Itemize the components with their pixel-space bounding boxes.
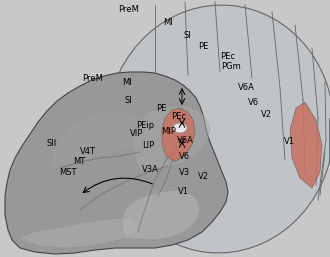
Polygon shape: [290, 102, 322, 188]
Text: PEc: PEc: [171, 112, 186, 121]
Text: SI: SI: [183, 31, 191, 40]
Text: V4T: V4T: [80, 146, 95, 156]
Text: V3A: V3A: [142, 164, 159, 174]
Text: V6: V6: [179, 152, 190, 161]
Text: PEip: PEip: [136, 121, 154, 131]
Polygon shape: [134, 106, 210, 170]
Text: MI: MI: [122, 78, 132, 87]
Text: MIP: MIP: [161, 127, 176, 136]
Text: V2: V2: [197, 171, 209, 181]
Text: MI: MI: [163, 18, 173, 27]
Text: LIP: LIP: [142, 141, 154, 150]
Text: V2: V2: [261, 110, 272, 119]
Text: PE: PE: [198, 42, 208, 51]
Ellipse shape: [173, 123, 187, 133]
Text: SII: SII: [46, 139, 56, 149]
Text: SI: SI: [125, 96, 133, 105]
Text: V6: V6: [248, 98, 259, 107]
Text: V3: V3: [179, 168, 190, 177]
Text: PEc: PEc: [220, 51, 235, 61]
Polygon shape: [5, 72, 228, 254]
Polygon shape: [52, 110, 148, 170]
Text: PE: PE: [156, 104, 167, 113]
Text: V1: V1: [178, 187, 189, 196]
Ellipse shape: [106, 5, 330, 253]
Text: VIP: VIP: [130, 129, 144, 138]
Polygon shape: [122, 190, 200, 240]
Text: MT: MT: [73, 157, 85, 167]
Polygon shape: [162, 108, 195, 162]
Text: PreM: PreM: [82, 74, 103, 83]
Text: MST: MST: [59, 168, 77, 177]
Text: PreM: PreM: [118, 5, 139, 14]
Text: PGm: PGm: [221, 62, 241, 71]
Text: V6A: V6A: [177, 136, 194, 145]
Text: V1: V1: [284, 137, 295, 146]
Text: V6A: V6A: [238, 83, 255, 93]
Polygon shape: [20, 218, 138, 248]
